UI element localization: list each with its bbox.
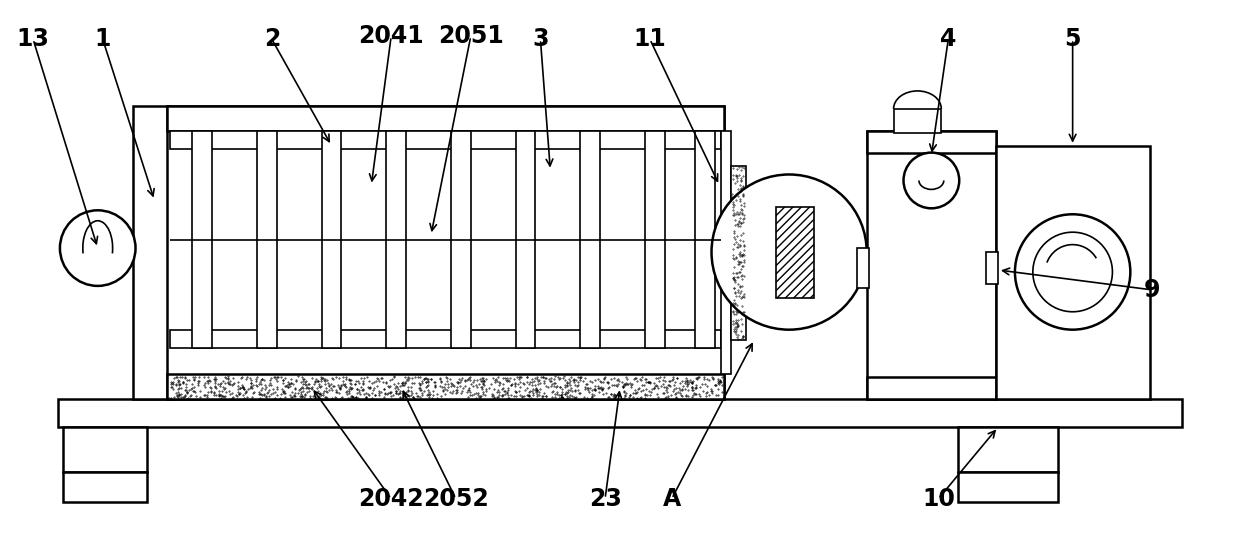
Bar — [170, 330, 722, 348]
Bar — [63, 427, 148, 472]
Bar — [58, 399, 1182, 427]
Text: 2: 2 — [264, 27, 280, 51]
Text: 4: 4 — [940, 27, 956, 51]
Bar — [133, 106, 170, 399]
Text: 3: 3 — [532, 27, 548, 51]
Bar — [959, 472, 1058, 502]
Text: A: A — [662, 487, 681, 511]
Circle shape — [1014, 215, 1131, 330]
Circle shape — [712, 174, 867, 330]
Text: 2051: 2051 — [438, 24, 503, 48]
Circle shape — [1033, 232, 1112, 312]
Bar — [959, 427, 1058, 472]
Bar — [867, 377, 996, 399]
Text: 1: 1 — [94, 27, 110, 51]
Text: 2052: 2052 — [423, 487, 489, 511]
Bar — [776, 208, 813, 298]
Text: 2042: 2042 — [358, 487, 424, 511]
Bar — [167, 106, 724, 399]
Text: 13: 13 — [16, 27, 50, 51]
Bar — [694, 131, 714, 348]
Bar — [516, 131, 536, 348]
Text: 11: 11 — [634, 27, 666, 51]
Bar — [857, 248, 869, 288]
Bar — [867, 131, 996, 152]
Bar — [167, 106, 724, 131]
Bar — [170, 131, 722, 149]
Bar — [580, 131, 600, 348]
Bar — [746, 195, 776, 310]
Bar — [192, 131, 212, 348]
Text: 9: 9 — [1145, 278, 1161, 302]
Text: 5: 5 — [1064, 27, 1081, 51]
Bar — [321, 131, 341, 348]
Bar — [986, 252, 998, 284]
Text: 10: 10 — [921, 487, 955, 511]
Bar — [645, 131, 665, 348]
Text: 23: 23 — [589, 487, 621, 511]
Circle shape — [904, 152, 960, 208]
Text: 2041: 2041 — [358, 24, 424, 48]
Bar — [996, 146, 1151, 399]
Bar — [867, 131, 996, 399]
Bar — [386, 131, 407, 348]
Bar — [451, 131, 471, 348]
Circle shape — [60, 210, 135, 286]
Bar — [167, 374, 724, 399]
Bar — [722, 131, 732, 374]
Bar — [732, 165, 746, 340]
Bar — [776, 208, 813, 298]
Bar — [776, 205, 816, 300]
Bar — [257, 131, 277, 348]
Bar — [63, 472, 148, 502]
Bar — [894, 109, 941, 133]
